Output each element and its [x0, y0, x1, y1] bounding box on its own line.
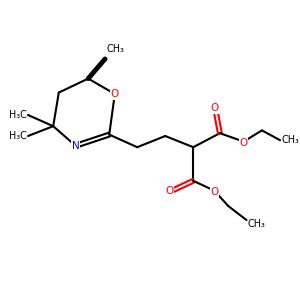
Text: O: O — [111, 89, 119, 99]
Text: O: O — [239, 138, 248, 148]
Text: H₃C: H₃C — [9, 110, 27, 120]
Text: CH₃: CH₃ — [281, 135, 299, 145]
Text: CH₃: CH₃ — [248, 219, 266, 229]
Text: O: O — [210, 103, 218, 113]
Text: O: O — [165, 186, 174, 196]
Text: N: N — [72, 141, 80, 151]
Text: H₃C: H₃C — [9, 131, 27, 141]
Text: CH₃: CH₃ — [106, 44, 124, 54]
Text: O: O — [210, 187, 218, 197]
